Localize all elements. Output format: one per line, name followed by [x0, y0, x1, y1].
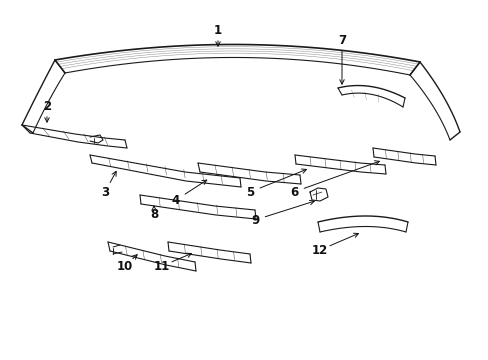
Text: 12: 12: [311, 243, 327, 256]
Text: 1: 1: [214, 23, 222, 36]
Text: 7: 7: [337, 33, 346, 46]
Text: 10: 10: [117, 260, 133, 273]
Text: 3: 3: [101, 185, 109, 198]
Text: 5: 5: [245, 185, 254, 198]
Text: 2: 2: [43, 99, 51, 112]
Text: 4: 4: [171, 194, 180, 207]
Text: 8: 8: [149, 208, 158, 221]
Text: 9: 9: [250, 213, 259, 226]
Text: 11: 11: [154, 260, 170, 273]
Text: 6: 6: [289, 185, 298, 198]
